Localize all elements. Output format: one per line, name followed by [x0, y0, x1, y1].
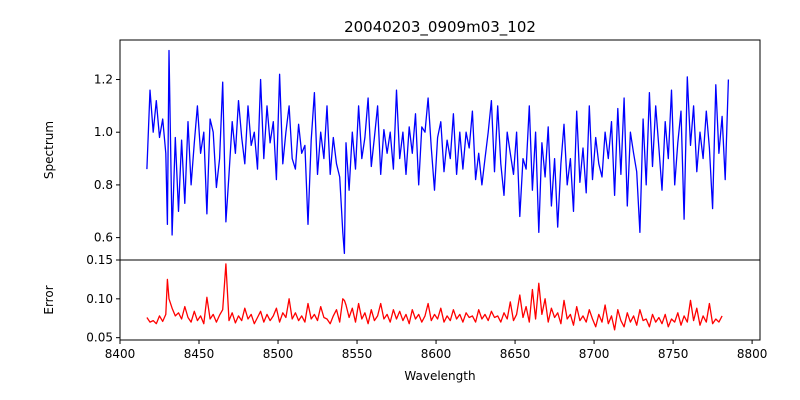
x-tick-label: 8600 — [421, 347, 452, 361]
x-tick-label: 8450 — [184, 347, 215, 361]
error-y-axis-label: Error — [42, 285, 56, 314]
x-tick-label: 8700 — [579, 347, 610, 361]
spectrum-y-tick-label: 0.6 — [94, 231, 113, 245]
spectrum-y-tick-label: 1.0 — [94, 125, 113, 139]
error-y-tick-label: 0.15 — [86, 253, 113, 267]
spectrum-y-axis-label: Spectrum — [42, 121, 56, 179]
chart-title: 20040203_0909m03_102 — [344, 18, 536, 37]
x-tick-label: 8750 — [658, 347, 689, 361]
x-tick-label: 8500 — [263, 347, 294, 361]
error-y-tick-label: 0.10 — [86, 292, 113, 306]
x-tick-label: 8800 — [737, 347, 768, 361]
x-axis-label: Wavelength — [404, 369, 475, 383]
x-tick-label: 8550 — [342, 347, 373, 361]
x-tick-label: 8650 — [500, 347, 531, 361]
spectrum-y-tick-label: 1.2 — [94, 73, 113, 87]
spectrum-y-tick-label: 0.8 — [94, 178, 113, 192]
error-y-tick-label: 0.05 — [86, 331, 113, 345]
x-tick-label: 8400 — [105, 347, 136, 361]
